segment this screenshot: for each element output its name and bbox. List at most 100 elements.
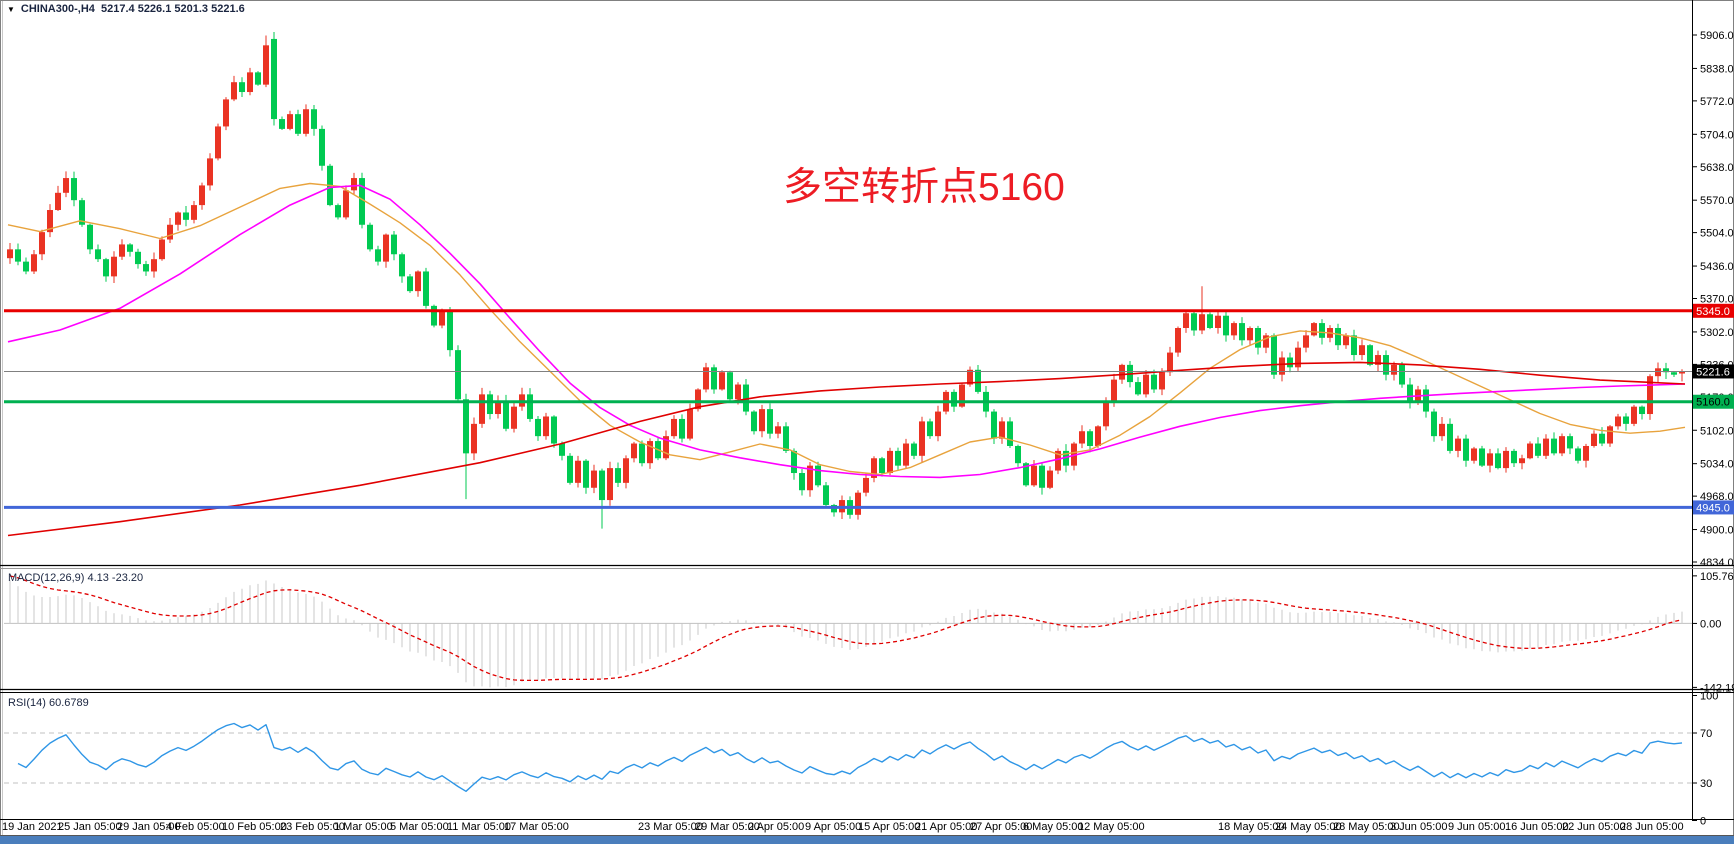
candle-body: [1647, 376, 1653, 415]
candle-body: [447, 310, 453, 351]
candle-body: [263, 45, 269, 85]
candle-body: [559, 443, 565, 456]
candle-body: [1055, 450, 1061, 471]
candle-body: [47, 210, 53, 233]
candle-body: [823, 485, 829, 505]
candle-body: [767, 409, 773, 434]
time-label: 28 Jun 05:00: [1620, 821, 1684, 833]
macd-indicator-label: MACD(12,26,9) 4.13 -23.20: [8, 572, 144, 584]
candle-body: [1335, 327, 1341, 346]
candle-body: [1343, 335, 1349, 346]
chevron-down-icon[interactable]: ▼: [7, 5, 15, 14]
axis-label: 5436.0: [1700, 261, 1734, 273]
candle-body: [751, 411, 757, 432]
bottom-bar: [0, 836, 1734, 844]
candle-body: [599, 470, 605, 501]
candle-body: [1679, 371, 1685, 374]
candle-body: [583, 460, 589, 488]
time-label: 25 Jan 05:00: [58, 821, 122, 833]
candle-body: [1391, 364, 1397, 375]
candle-body: [1519, 458, 1525, 464]
candle-body: [1479, 448, 1485, 466]
candle-body: [199, 185, 205, 206]
candle-body: [735, 384, 741, 400]
axis-label: 5302.0: [1700, 327, 1734, 339]
candle-body: [959, 384, 965, 407]
candle-body: [647, 441, 653, 464]
time-label: 23 Mar 05:00: [638, 821, 703, 833]
candle-body: [1223, 315, 1229, 336]
candle-body: [143, 264, 149, 272]
candle-body: [239, 82, 245, 93]
candle-body: [535, 418, 541, 437]
candle-body: [1247, 327, 1253, 341]
candle-body: [1471, 448, 1477, 461]
axis-label: 5838.0: [1700, 63, 1734, 75]
axis-label: 5772.0: [1700, 96, 1734, 108]
candle-body: [911, 443, 917, 456]
candle-body: [1199, 314, 1205, 331]
candle-body: [495, 401, 501, 415]
candle-body: [1143, 374, 1149, 395]
candle-body: [1175, 327, 1181, 353]
time-label: 28 May 05:00: [1333, 821, 1400, 833]
candle-body: [743, 384, 749, 412]
time-label: 21 Apr 05:00: [915, 821, 978, 833]
candle-body: [383, 234, 389, 262]
axis-label: 4834.0: [1700, 557, 1734, 569]
candle-body: [927, 421, 933, 437]
candle-body: [879, 458, 885, 474]
candle-body: [1575, 448, 1581, 461]
time-label: 27 Apr 05:00: [970, 821, 1033, 833]
axis-label: 30: [1700, 778, 1712, 790]
candle-body: [1495, 453, 1501, 469]
candle-body: [295, 114, 301, 134]
candle-body: [815, 465, 821, 486]
time-label: 4 Feb 05:00: [166, 821, 225, 833]
candle-body: [87, 224, 93, 250]
candle-body: [1295, 347, 1301, 368]
time-axis[interactable]: 19 Jan 2021 25 Jan 05:00 29 Jan 05:00 4 Feb…: [0, 821, 1692, 836]
symbol-info: ▼ CHINA300-,H4 5217.4 5226.1 5201.3 5221.…: [7, 3, 245, 15]
candle-body: [967, 369, 973, 385]
time-label: 1 Mar 05:00: [334, 821, 393, 833]
candle-body: [1319, 323, 1325, 338]
axis-label: 5638.0: [1700, 162, 1734, 174]
candle-body: [39, 232, 45, 255]
candle-body: [855, 492, 861, 515]
candle-body: [1111, 379, 1117, 402]
axis-label: -142.19: [1700, 682, 1734, 694]
candle-body: [71, 178, 77, 201]
candle-body: [127, 244, 133, 252]
candle-body: [423, 271, 429, 306]
candle-body: [183, 212, 189, 220]
candle-body: [1631, 406, 1637, 424]
candle-body: [1087, 431, 1093, 446]
candle-body: [631, 443, 637, 459]
candle-body: [63, 178, 69, 193]
axis-label: 100: [1700, 691, 1718, 703]
candle-body: [23, 261, 29, 272]
candle-body: [287, 114, 293, 129]
candle-body: [1023, 463, 1029, 486]
time-label: 3 Jun 05:00: [1390, 821, 1448, 833]
axis-label: 5345.0: [1696, 306, 1730, 318]
candle-body: [671, 418, 677, 437]
axis-label: 5034.0: [1700, 459, 1734, 471]
candle-body: [1007, 421, 1013, 446]
candle-body: [1047, 470, 1053, 488]
candle-body: [1543, 438, 1549, 456]
candle-body: [1303, 335, 1309, 348]
candle-body: [255, 72, 261, 85]
candle-body: [1159, 372, 1165, 390]
candle-body: [119, 244, 125, 257]
candle-body: [271, 38, 277, 120]
candle-body: [1151, 374, 1157, 390]
candle-body: [1591, 433, 1597, 446]
candle-body: [1663, 368, 1669, 373]
candle-body: [623, 458, 629, 483]
candle-body: [79, 200, 85, 225]
candle-body: [1559, 436, 1565, 454]
candle-body: [231, 82, 237, 100]
